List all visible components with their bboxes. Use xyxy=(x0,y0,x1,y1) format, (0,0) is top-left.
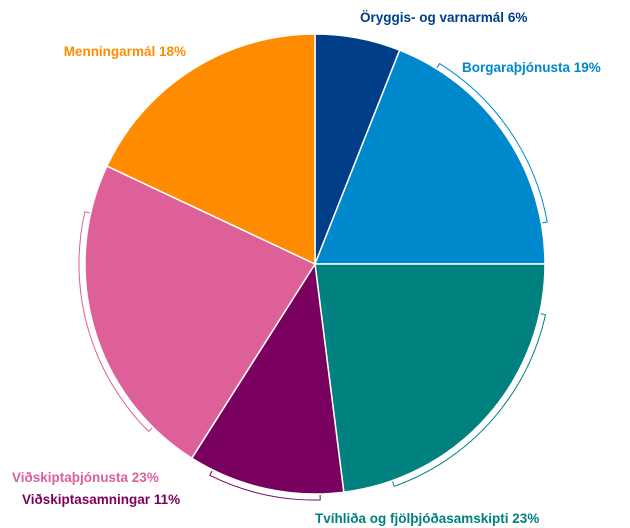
leader-arc xyxy=(436,62,548,224)
slice-label-name: Borgaraþjónusta xyxy=(462,60,571,75)
slice-label-value: 18% xyxy=(159,44,186,59)
slice-label-value: 23% xyxy=(132,470,159,485)
slice-label: Viðskiptasamningar 11% xyxy=(22,492,180,507)
slice-label: Viðskiptaþjónusta 23% xyxy=(12,470,159,485)
slice-label-name: Menningarmál xyxy=(64,44,156,59)
slice-label-name: Tvíhliða og fjölþjóðasamskipti xyxy=(315,511,509,526)
pie-slice xyxy=(314,263,546,494)
pie-slice xyxy=(84,165,317,460)
slice-label-value: 11% xyxy=(154,492,180,507)
slice-label-name: Viðskiptasamningar xyxy=(22,492,151,507)
slice-label-value: 19% xyxy=(574,60,601,75)
leader-arc xyxy=(209,470,321,501)
slice-label: Öryggis- og varnarmál 6% xyxy=(360,10,527,25)
slice-label-value: 6% xyxy=(508,10,528,25)
leader-arc xyxy=(78,211,153,433)
slice-label: Tvíhliða og fjölþjóðasamskipti 23% xyxy=(315,511,539,526)
slice-label: Menningarmál 18% xyxy=(64,44,186,59)
pie-slice xyxy=(105,33,316,266)
slice-label: Borgaraþjónusta 19% xyxy=(462,60,601,75)
slice-label-value: 23% xyxy=(512,511,539,526)
pie-slice xyxy=(313,49,546,265)
pie-slice xyxy=(190,261,345,495)
slice-label-name: Öryggis- og varnarmál xyxy=(360,10,504,25)
slice-label-name: Viðskiptaþjónusta xyxy=(12,470,129,485)
leader-arc xyxy=(392,313,547,487)
